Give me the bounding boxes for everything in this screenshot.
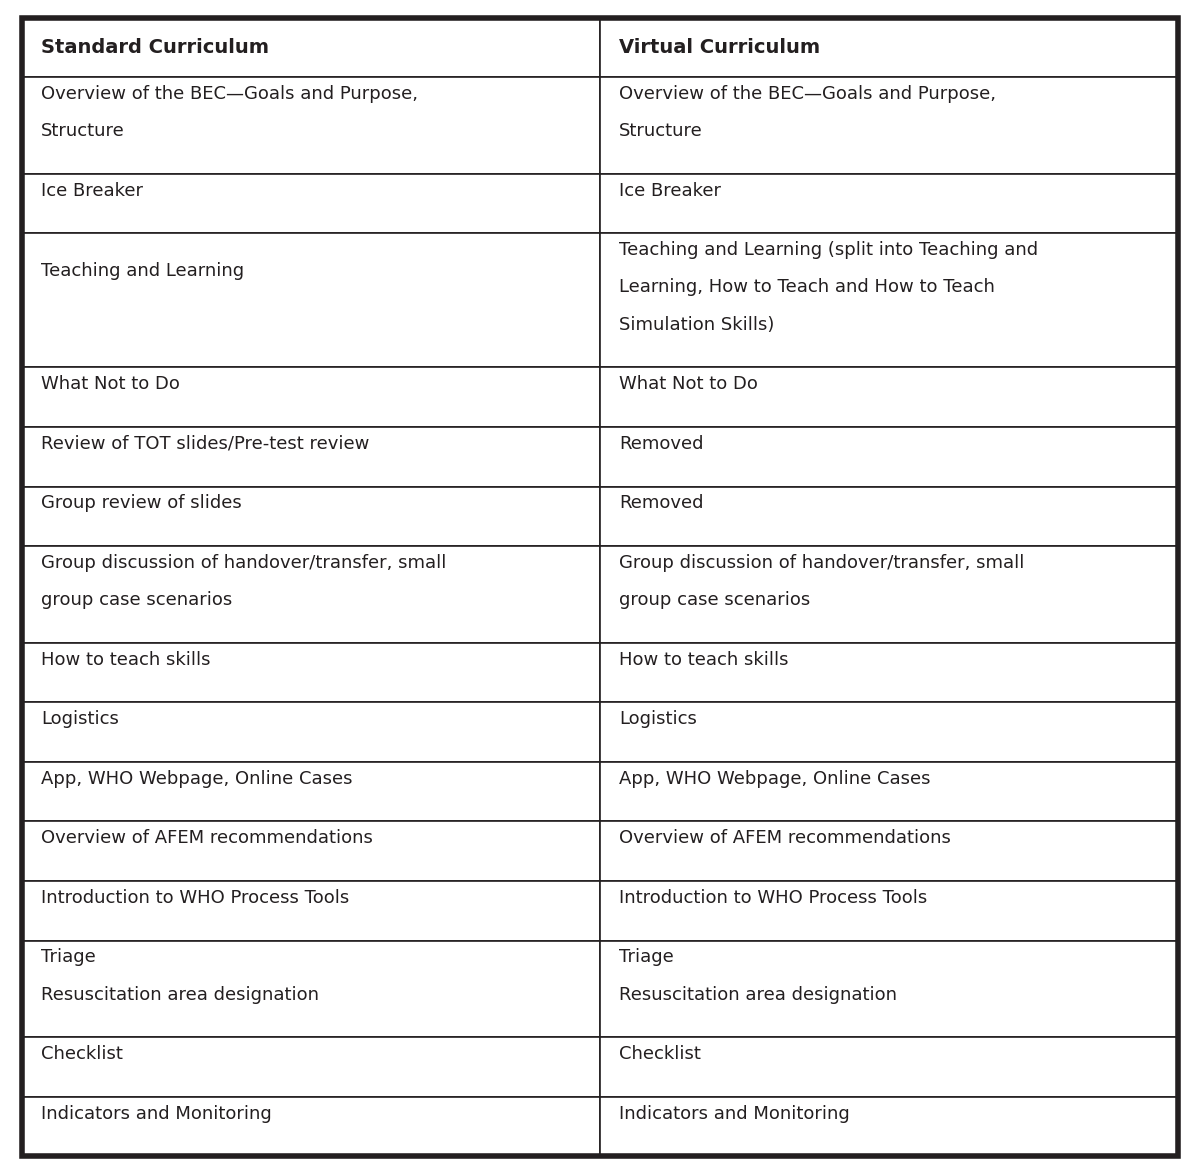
Text: Virtual Curriculum: Virtual Curriculum — [619, 38, 821, 56]
Bar — [22, 77, 600, 174]
Bar — [600, 1097, 1178, 1156]
Text: Overview of AFEM recommendations: Overview of AFEM recommendations — [41, 829, 373, 848]
Text: group case scenarios: group case scenarios — [619, 591, 810, 609]
Text: Group discussion of handover/transfer, small: Group discussion of handover/transfer, s… — [41, 554, 446, 572]
Bar — [600, 174, 1178, 234]
Text: Structure: Structure — [41, 122, 125, 140]
Bar — [600, 702, 1178, 762]
Text: Triage: Triage — [41, 949, 96, 966]
Text: Ice Breaker: Ice Breaker — [41, 182, 143, 200]
Text: Logistics: Logistics — [619, 710, 697, 728]
Bar — [22, 762, 600, 822]
Text: Checklist: Checklist — [41, 1045, 122, 1062]
Text: App, WHO Webpage, Online Cases: App, WHO Webpage, Online Cases — [41, 770, 353, 788]
Bar — [22, 940, 600, 1038]
Text: Group review of slides: Group review of slides — [41, 494, 241, 512]
Bar — [600, 940, 1178, 1038]
Text: How to teach skills: How to teach skills — [41, 650, 210, 668]
Bar — [600, 762, 1178, 822]
Bar — [22, 367, 600, 427]
Text: What Not to Do: What Not to Do — [41, 376, 180, 393]
Text: Learning, How to Teach and How to Teach: Learning, How to Teach and How to Teach — [619, 278, 995, 296]
Text: Resuscitation area designation: Resuscitation area designation — [41, 985, 319, 1004]
Text: App, WHO Webpage, Online Cases: App, WHO Webpage, Online Cases — [619, 770, 931, 788]
Bar — [600, 18, 1178, 77]
Bar — [600, 822, 1178, 880]
Bar — [22, 822, 600, 880]
Text: group case scenarios: group case scenarios — [41, 591, 232, 609]
Text: Removed: Removed — [619, 434, 703, 453]
Text: Teaching and Learning (split into Teaching and: Teaching and Learning (split into Teachi… — [619, 241, 1038, 259]
Bar — [22, 427, 600, 486]
Bar — [22, 18, 600, 77]
Bar — [600, 880, 1178, 940]
Bar — [22, 486, 600, 546]
Bar — [22, 174, 600, 234]
Text: Review of TOT slides/Pre-test review: Review of TOT slides/Pre-test review — [41, 434, 370, 453]
Bar — [22, 234, 600, 367]
Bar — [600, 546, 1178, 643]
Text: Logistics: Logistics — [41, 710, 119, 728]
Bar — [600, 427, 1178, 486]
Text: Indicators and Monitoring: Indicators and Monitoring — [619, 1105, 850, 1122]
Text: Standard Curriculum: Standard Curriculum — [41, 38, 269, 56]
Text: Teaching and Learning: Teaching and Learning — [41, 262, 244, 281]
Text: Introduction to WHO Process Tools: Introduction to WHO Process Tools — [41, 889, 349, 906]
Text: Overview of the BEC—Goals and Purpose,: Overview of the BEC—Goals and Purpose, — [41, 85, 418, 103]
Bar — [600, 1038, 1178, 1097]
Text: Structure: Structure — [619, 122, 703, 140]
Text: Group discussion of handover/transfer, small: Group discussion of handover/transfer, s… — [619, 554, 1025, 572]
Bar — [600, 77, 1178, 174]
Bar — [22, 1038, 600, 1097]
Bar — [600, 643, 1178, 702]
Text: Triage: Triage — [619, 949, 674, 966]
Bar — [22, 702, 600, 762]
Text: Overview of AFEM recommendations: Overview of AFEM recommendations — [619, 829, 952, 848]
Text: Ice Breaker: Ice Breaker — [619, 182, 721, 200]
Bar — [600, 367, 1178, 427]
Bar — [22, 643, 600, 702]
Text: Simulation Skills): Simulation Skills) — [619, 316, 774, 333]
Text: How to teach skills: How to teach skills — [619, 650, 788, 668]
Text: Removed: Removed — [619, 494, 703, 512]
Text: What Not to Do: What Not to Do — [619, 376, 758, 393]
Bar — [22, 546, 600, 643]
Bar — [22, 1097, 600, 1156]
Text: Indicators and Monitoring: Indicators and Monitoring — [41, 1105, 271, 1122]
Text: Resuscitation area designation: Resuscitation area designation — [619, 985, 898, 1004]
Bar — [600, 234, 1178, 367]
Bar — [600, 486, 1178, 546]
Text: Checklist: Checklist — [619, 1045, 701, 1062]
Bar — [22, 880, 600, 940]
Text: Overview of the BEC—Goals and Purpose,: Overview of the BEC—Goals and Purpose, — [619, 85, 996, 103]
Text: Introduction to WHO Process Tools: Introduction to WHO Process Tools — [619, 889, 928, 906]
